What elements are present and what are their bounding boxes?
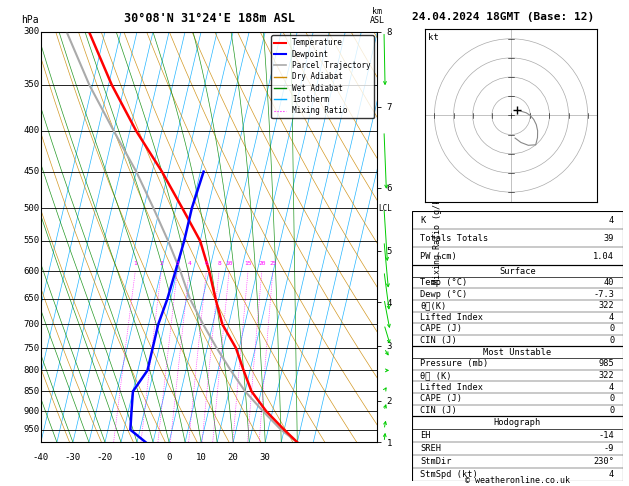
Text: 985: 985 xyxy=(599,359,615,368)
Text: 6: 6 xyxy=(204,261,208,266)
Bar xyxy=(412,346,623,417)
Text: θᴄ (K): θᴄ (K) xyxy=(420,371,452,380)
Text: 4: 4 xyxy=(609,216,615,225)
Text: -40: -40 xyxy=(33,452,49,462)
Text: 950: 950 xyxy=(23,425,39,434)
Text: 3: 3 xyxy=(175,261,179,266)
Text: Lifted Index: Lifted Index xyxy=(420,382,484,392)
Text: 2: 2 xyxy=(159,261,163,266)
Text: 550: 550 xyxy=(23,237,39,245)
Text: PW (cm): PW (cm) xyxy=(420,252,457,261)
Text: 30°08'N 31°24'E 188m ASL: 30°08'N 31°24'E 188m ASL xyxy=(124,12,294,25)
Text: 400: 400 xyxy=(23,126,39,136)
Text: CAPE (J): CAPE (J) xyxy=(420,325,462,333)
Text: 750: 750 xyxy=(23,344,39,353)
Text: K: K xyxy=(420,216,426,225)
Text: 4: 4 xyxy=(187,261,191,266)
Text: 500: 500 xyxy=(23,204,39,212)
Text: -30: -30 xyxy=(65,452,81,462)
Text: 10: 10 xyxy=(225,261,233,266)
Text: LCL: LCL xyxy=(378,204,392,212)
Text: 0: 0 xyxy=(167,452,172,462)
Text: 0: 0 xyxy=(609,336,615,345)
Text: Hodograph: Hodograph xyxy=(494,418,541,427)
Text: 900: 900 xyxy=(23,407,39,416)
Text: 40: 40 xyxy=(604,278,615,287)
Text: 1: 1 xyxy=(133,261,137,266)
Text: SREH: SREH xyxy=(420,444,442,453)
Text: CIN (J): CIN (J) xyxy=(420,336,457,345)
Text: 322: 322 xyxy=(599,301,615,311)
Text: 0: 0 xyxy=(609,406,615,415)
Text: 15: 15 xyxy=(244,261,252,266)
Text: StmDir: StmDir xyxy=(420,457,452,466)
Text: -10: -10 xyxy=(129,452,145,462)
Text: 25: 25 xyxy=(269,261,277,266)
Text: CIN (J): CIN (J) xyxy=(420,406,457,415)
Text: 0: 0 xyxy=(609,325,615,333)
Text: -7.3: -7.3 xyxy=(593,290,615,299)
Text: 24.04.2024 18GMT (Base: 12): 24.04.2024 18GMT (Base: 12) xyxy=(412,12,594,22)
Text: 300: 300 xyxy=(23,27,39,36)
Text: Dewp (°C): Dewp (°C) xyxy=(420,290,468,299)
Text: hPa: hPa xyxy=(21,16,39,25)
Text: 20: 20 xyxy=(228,452,238,462)
Text: 650: 650 xyxy=(23,294,39,303)
Text: StmSpd (kt): StmSpd (kt) xyxy=(420,470,478,479)
Text: Temp (°C): Temp (°C) xyxy=(420,278,468,287)
Text: Lifted Index: Lifted Index xyxy=(420,313,484,322)
Text: 4: 4 xyxy=(609,313,615,322)
Text: 8: 8 xyxy=(217,261,221,266)
Text: -9: -9 xyxy=(604,444,615,453)
Text: -14: -14 xyxy=(599,432,615,440)
Text: θᴄ(K): θᴄ(K) xyxy=(420,301,447,311)
Text: Mixing Ratio (g/kg): Mixing Ratio (g/kg) xyxy=(433,190,442,284)
Bar xyxy=(412,265,623,346)
Text: Totals Totals: Totals Totals xyxy=(420,234,489,243)
Text: 10: 10 xyxy=(196,452,206,462)
Text: 230°: 230° xyxy=(593,457,615,466)
Text: 30: 30 xyxy=(260,452,270,462)
Legend: Temperature, Dewpoint, Parcel Trajectory, Dry Adiabat, Wet Adiabat, Isotherm, Mi: Temperature, Dewpoint, Parcel Trajectory… xyxy=(271,35,374,118)
Text: 450: 450 xyxy=(23,167,39,176)
Bar xyxy=(412,211,623,265)
Text: EH: EH xyxy=(420,432,431,440)
Text: 700: 700 xyxy=(23,320,39,329)
Text: Most Unstable: Most Unstable xyxy=(483,347,552,357)
Text: 600: 600 xyxy=(23,266,39,276)
Text: CAPE (J): CAPE (J) xyxy=(420,394,462,403)
Text: 39: 39 xyxy=(604,234,615,243)
Bar xyxy=(412,417,623,481)
Text: 850: 850 xyxy=(23,387,39,396)
Text: 800: 800 xyxy=(23,366,39,375)
Text: km
ASL: km ASL xyxy=(370,7,385,25)
Text: © weatheronline.co.uk: © weatheronline.co.uk xyxy=(465,476,570,485)
Text: Pressure (mb): Pressure (mb) xyxy=(420,359,489,368)
Text: -20: -20 xyxy=(97,452,113,462)
Text: 20: 20 xyxy=(258,261,265,266)
Text: kt: kt xyxy=(428,33,439,42)
Text: Surface: Surface xyxy=(499,267,536,276)
Text: 350: 350 xyxy=(23,80,39,89)
Text: 4: 4 xyxy=(609,382,615,392)
Text: 322: 322 xyxy=(599,371,615,380)
Text: 4: 4 xyxy=(609,470,615,479)
Text: 0: 0 xyxy=(609,394,615,403)
Text: 1.04: 1.04 xyxy=(593,252,615,261)
